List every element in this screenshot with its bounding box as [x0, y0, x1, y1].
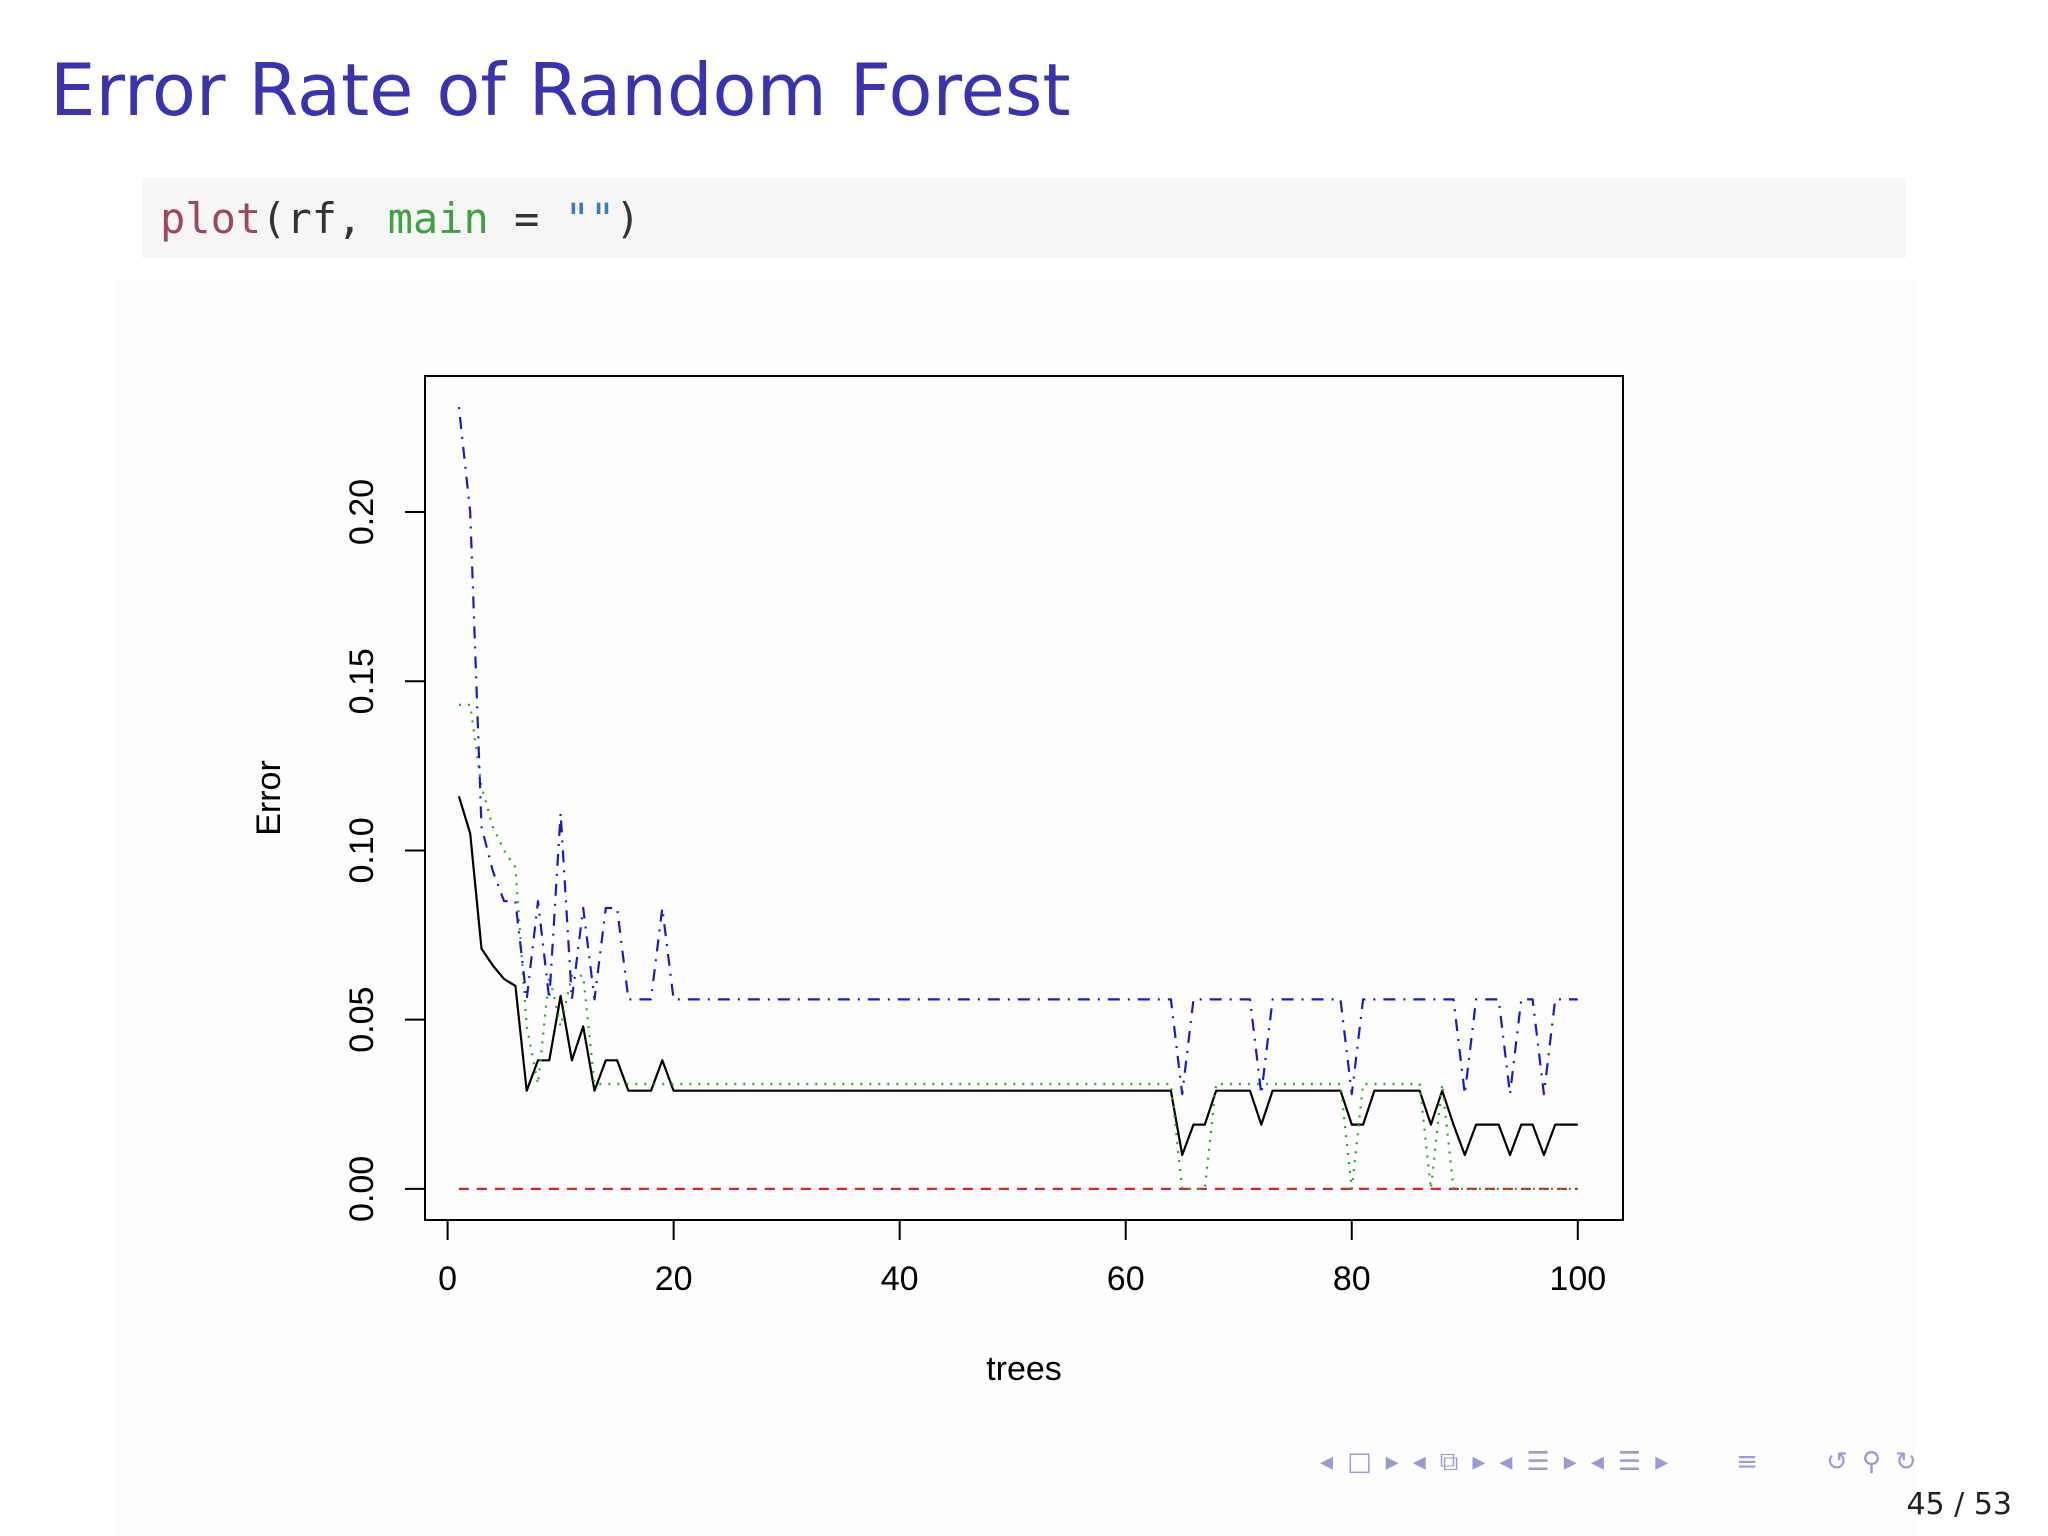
code-block: plot(rf, main = ""): [142, 178, 1906, 258]
code-function: plot: [160, 194, 262, 243]
code-equals: =: [488, 194, 565, 243]
y-tick-label: 0.05: [343, 987, 381, 1053]
error-rate-chart: 0 20 40 60 80 100 0.00 0.05 0.10 0.15 0.20 trees Err…: [250, 375, 1624, 1388]
x-tick-label: 100: [1549, 1260, 1606, 1298]
nav-left-arrow-icon[interactable]: ◂: [1412, 1447, 1426, 1477]
slide-list-icon[interactable]: ☰: [1617, 1447, 1642, 1477]
y-axis-label: Error: [250, 760, 288, 836]
undo-icon[interactable]: ↺: [1826, 1447, 1848, 1477]
code-string: "": [564, 194, 616, 243]
code-close: ): [615, 194, 641, 243]
y-tick-label: 0.00: [343, 1156, 381, 1222]
page-number: 45 / 53: [1906, 1487, 2012, 1522]
x-tick-label: 0: [438, 1260, 457, 1298]
y-tick-label: 0.20: [343, 479, 381, 545]
redo-icon[interactable]: ↻: [1894, 1447, 1917, 1477]
x-tick-label: 40: [881, 1260, 919, 1298]
align-icon[interactable]: ≡: [1736, 1447, 1759, 1477]
subsection-icon[interactable]: ☰: [1526, 1447, 1550, 1477]
plot-frame: [424, 375, 1624, 1221]
nav-left-arrow-icon[interactable]: ◂: [1499, 1447, 1513, 1477]
code-argument: main: [387, 194, 489, 243]
code-line: plot(rf, main = ""): [160, 194, 640, 243]
beamer-navigation: ◂ □ ▸ ◂ ⧉ ▸ ◂ ☰ ▸ ◂ ☰ ▸ ≡ ↺ ⚲ ↻: [1320, 1442, 1917, 1482]
section-icon[interactable]: ⧉: [1439, 1446, 1459, 1477]
x-axis-label: trees: [986, 1350, 1062, 1388]
nav-left-arrow-icon[interactable]: ◂: [1590, 1447, 1604, 1477]
plot-area: 0 20 40 60 80 100 0.00 0.05 0.10 0.15 0.20 trees Err…: [115, 280, 1915, 1536]
code-open: (rf,: [261, 194, 388, 243]
nav-right-arrow-icon[interactable]: ▸: [1472, 1447, 1486, 1477]
nav-left-arrow-icon[interactable]: ◂: [1320, 1447, 1334, 1477]
nav-right-arrow-icon[interactable]: ▸: [1563, 1447, 1577, 1477]
search-icon[interactable]: ⚲: [1861, 1447, 1881, 1477]
y-tick-label: 0.10: [343, 817, 381, 883]
x-tick-label: 20: [655, 1260, 693, 1298]
x-tick-label: 60: [1107, 1260, 1145, 1298]
series-line-4: [457, 406, 1578, 1096]
frame-icon[interactable]: □: [1347, 1447, 1372, 1477]
series-line-3: [458, 703, 1578, 1191]
nav-right-arrow-icon[interactable]: ▸: [1655, 1447, 1669, 1477]
slide-title: Error Rate of Random Forest: [50, 48, 1071, 132]
y-tick-label: 0.15: [343, 648, 381, 714]
nav-right-arrow-icon[interactable]: ▸: [1385, 1447, 1399, 1477]
series-line-1: [457, 795, 1578, 1157]
x-tick-label: 80: [1333, 1260, 1371, 1298]
